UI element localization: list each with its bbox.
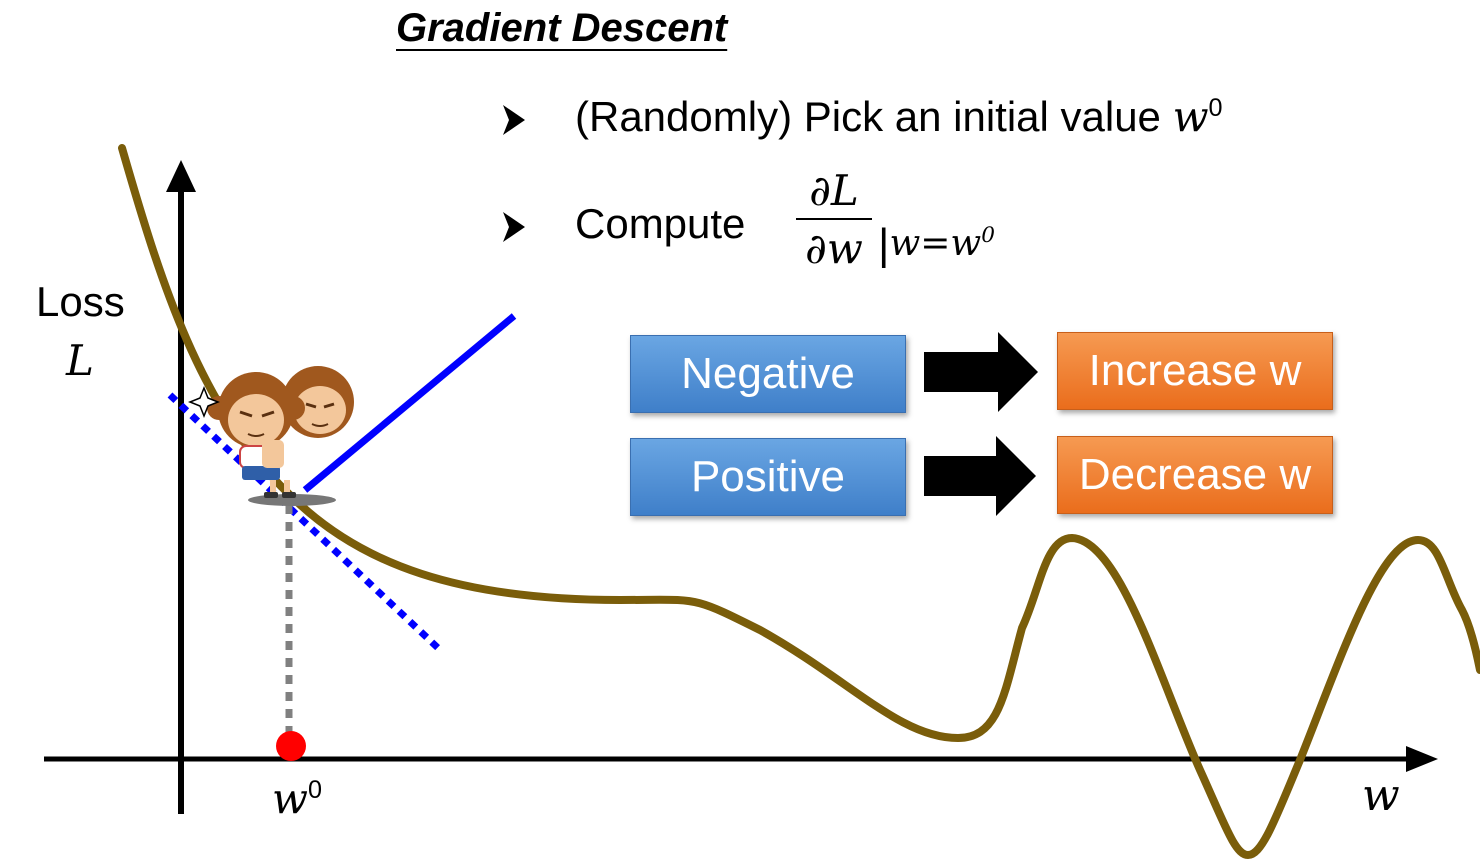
y-axis-arrow-icon: [166, 160, 196, 192]
x-axis-arrow-icon: [1406, 746, 1438, 772]
evaluation-point: |w=w0: [878, 220, 995, 269]
gradient-direction-line: [302, 313, 517, 493]
w0-marker: [276, 731, 306, 761]
initial-value-var: w: [1172, 92, 1209, 141]
w0-sup: 0: [307, 776, 322, 804]
positive-box: Positive: [630, 438, 906, 516]
arrow-bullet-icon: [503, 211, 525, 242]
fraction-numerator: ∂L: [809, 166, 859, 215]
y-axis-symbol: L: [66, 336, 94, 385]
eval-var: w=w: [889, 223, 982, 264]
derivative-fraction: ∂L ∂w: [796, 168, 872, 272]
right-arrow-icon: [924, 436, 1036, 516]
bullet-compute-derivative: Compute: [503, 200, 745, 248]
decrease-w-box: Decrease w: [1057, 436, 1333, 514]
x-axis-symbol: w: [1362, 770, 1400, 821]
page-title: Gradient Descent: [396, 6, 728, 50]
fraction-bar: [796, 218, 872, 220]
tangent-line: [167, 392, 441, 651]
right-arrow-icon: [924, 332, 1038, 412]
negative-box: Negative: [630, 335, 906, 413]
initial-value-sup: 0: [1208, 94, 1223, 122]
arrow-bullet-icon: [503, 104, 525, 135]
bullet-text: (Randomly) Pick an initial value: [575, 93, 1173, 140]
increase-w-box: Increase w: [1057, 332, 1333, 410]
loss-curve: [118, 144, 1480, 860]
monkey-character-icon: [187, 366, 354, 506]
eval-sup: 0: [981, 223, 995, 248]
fraction-denominator: ∂w: [805, 224, 863, 273]
bullet-text: Compute: [575, 200, 746, 247]
y-axis-label: Loss: [36, 278, 125, 325]
w0-label: w0: [272, 774, 322, 823]
bullet-pick-initial-value: (Randomly) Pick an initial value w0: [503, 92, 1223, 141]
w0-var: w: [272, 774, 308, 823]
